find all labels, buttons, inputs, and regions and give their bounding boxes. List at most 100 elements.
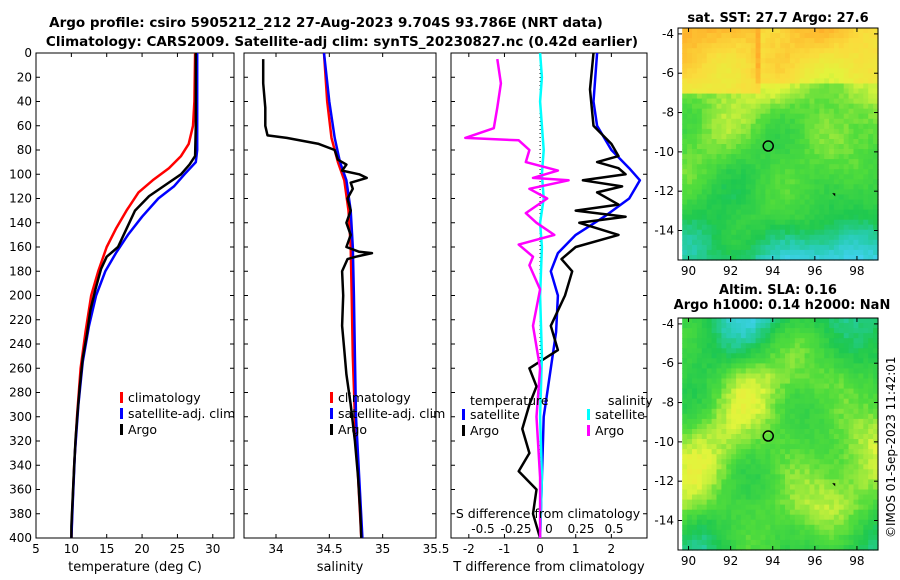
map-cell: [745, 378, 752, 385]
map-cell: [785, 93, 791, 100]
map-cell: [682, 474, 688, 480]
map-cell: [833, 144, 840, 150]
map-cell: [731, 504, 737, 511]
map-cell: [785, 154, 791, 160]
map-cell: [833, 68, 840, 74]
map-cell: [799, 78, 806, 84]
map-cell: [794, 199, 801, 206]
map-cell: [731, 323, 737, 329]
map-cell: [858, 524, 864, 531]
map-cell: [755, 214, 762, 221]
map-cell: [843, 338, 850, 344]
map-cell: [731, 28, 737, 34]
legend-header-salinity: salinity: [608, 393, 653, 408]
map-cell: [775, 88, 781, 95]
map-cell: [843, 53, 850, 59]
y-tick-label: 120: [9, 192, 32, 206]
map-cell: [843, 118, 850, 125]
map-cell: [740, 98, 747, 105]
map-cell: [682, 88, 688, 95]
map-cell: [745, 509, 752, 516]
map-cell: [858, 194, 864, 200]
map-cell: [824, 489, 830, 496]
map-cell: [682, 239, 688, 246]
map-cell: [804, 83, 811, 90]
map-cell: [809, 534, 815, 541]
top-axis-tick-label: -0.25: [500, 522, 531, 536]
map-cell: [858, 43, 864, 49]
map-cell: [794, 484, 801, 490]
map-cell: [853, 509, 859, 516]
map-cell: [731, 489, 737, 496]
map-cell: [716, 229, 722, 236]
map-cell: [687, 499, 693, 506]
map-cell: [794, 103, 801, 110]
map-cell: [809, 509, 815, 516]
map-cell: [833, 123, 840, 130]
map-cell: [814, 333, 820, 339]
map-cell: [721, 539, 727, 546]
x-tick-label: 35.5: [423, 542, 450, 556]
map-cell: [819, 363, 825, 369]
map-cell: [706, 323, 713, 329]
map-cell: [696, 219, 703, 226]
map-cell: [789, 499, 796, 506]
map-cell: [740, 43, 747, 49]
map-cell: [833, 403, 840, 410]
map-cell: [760, 318, 766, 324]
map-cell: [696, 444, 703, 450]
map-cell: [750, 98, 757, 105]
map-cell: [868, 154, 874, 160]
map-cell: [838, 174, 845, 180]
map-cell: [770, 224, 776, 231]
map-cell: [858, 408, 864, 415]
map-cell: [750, 444, 757, 450]
map-cell: [716, 28, 722, 34]
map-cell: [829, 469, 835, 475]
map-cell: [770, 199, 776, 206]
map-cell: [853, 418, 859, 425]
map-cell: [814, 484, 820, 490]
map-cell: [726, 393, 732, 400]
map-cell: [687, 164, 693, 170]
map-cell: [809, 98, 815, 105]
map-cell: [785, 418, 791, 425]
map-cell: [745, 348, 752, 354]
map-cell: [731, 469, 737, 475]
map-cell: [711, 209, 718, 216]
map-cell: [736, 244, 742, 251]
map-cell: [682, 108, 688, 115]
map-cell: [789, 93, 796, 100]
map-cell: [873, 113, 879, 120]
map-cell: [711, 118, 718, 125]
map-cell: [765, 164, 771, 170]
map-cell: [785, 318, 791, 324]
map-cell: [833, 348, 840, 354]
map-cell: [789, 413, 796, 420]
map-cell: [794, 169, 801, 175]
map-cell: [731, 459, 737, 465]
map-cell: [833, 545, 840, 551]
map-cell: [789, 373, 796, 380]
map-cell: [868, 353, 874, 359]
map-cell: [829, 98, 835, 105]
map-cell: [716, 204, 722, 211]
map-cell: [726, 113, 732, 120]
map-cell: [794, 234, 801, 241]
map-cell: [838, 108, 845, 115]
map-cell: [804, 204, 811, 211]
map-cell: [721, 43, 727, 49]
map-cell: [706, 33, 713, 39]
map-cell: [809, 113, 815, 120]
map-cell: [682, 444, 688, 450]
map-cell: [765, 48, 771, 54]
map-cell: [780, 144, 786, 150]
map-cell: [701, 224, 708, 231]
map-cell: [785, 139, 791, 145]
map-cell: [838, 469, 845, 475]
map-cell: [824, 484, 830, 490]
map-cell: [804, 398, 811, 405]
map-cell: [736, 413, 742, 420]
map-cell: [794, 358, 801, 364]
map-cell: [721, 504, 727, 511]
